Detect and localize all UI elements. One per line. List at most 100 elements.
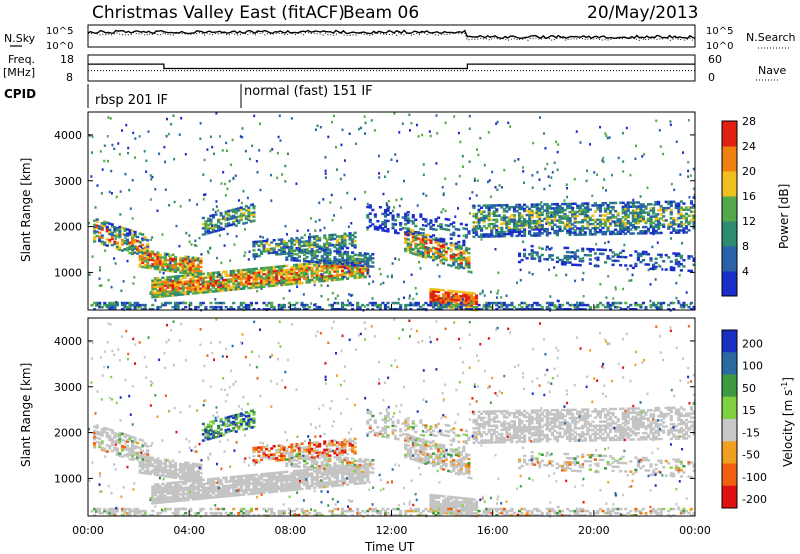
power-speckle (582, 257, 585, 260)
power-cell (302, 275, 307, 278)
power-cell (173, 256, 178, 259)
power-cell (553, 213, 557, 216)
power-cell (348, 264, 352, 268)
power-cell (270, 249, 274, 253)
power-cell (186, 257, 190, 261)
velocity-cell (161, 474, 165, 478)
power-speckle (202, 281, 205, 285)
velocity-cell (181, 467, 185, 470)
power-cell (335, 258, 339, 261)
power-cell (406, 246, 410, 249)
power-cell (280, 265, 284, 268)
power-cell (323, 277, 327, 280)
power-cell (411, 214, 415, 217)
power-speckle (425, 194, 428, 197)
power-cell (437, 239, 441, 242)
power-speckle (443, 248, 446, 252)
power-cell (548, 303, 552, 307)
power-cell (315, 305, 319, 309)
power-cell (113, 301, 117, 305)
power-cell (335, 235, 339, 238)
power-cell (634, 211, 638, 215)
power-speckle (90, 151, 93, 154)
power-cell (533, 205, 537, 208)
power-cell (485, 227, 489, 230)
power-cell (573, 221, 577, 224)
power-cell (431, 223, 436, 227)
power-cell (252, 205, 256, 208)
power-speckle (348, 293, 351, 296)
power-cell (300, 263, 304, 266)
power-cell (467, 232, 471, 235)
power-cell (209, 231, 213, 234)
power-cell (626, 222, 630, 225)
power-cell (275, 280, 279, 283)
power-cell (464, 251, 468, 254)
power-cell (196, 279, 200, 282)
velocity-cell (173, 491, 178, 495)
power-cell (563, 208, 567, 212)
power-cell (93, 231, 97, 235)
power-speckle (117, 142, 120, 145)
power-cell (662, 301, 666, 305)
power-cell (588, 208, 592, 211)
power-cell (272, 276, 276, 279)
power-cell (636, 201, 640, 204)
power-cell (163, 262, 168, 266)
power-cell (480, 235, 484, 238)
power-cell (179, 258, 183, 262)
velocity-cell (171, 459, 175, 463)
power-cell (631, 203, 635, 206)
power-cell (335, 272, 339, 275)
velocity-cell (249, 490, 253, 494)
power-cell (287, 280, 291, 284)
power-speckle (217, 227, 220, 231)
noise-panel-frame (87, 24, 696, 48)
power-cell (277, 265, 281, 268)
power-cell (652, 229, 656, 233)
power-speckle (528, 304, 531, 307)
velocity-cell (237, 483, 241, 486)
power-cell (254, 279, 259, 283)
power-cell (249, 301, 253, 305)
power-cell (249, 286, 253, 290)
power-cell (426, 248, 431, 252)
power-cell (242, 211, 246, 215)
power-cell (563, 202, 567, 206)
velocity-cell (143, 472, 147, 475)
power-cell (206, 227, 210, 231)
power-cell (163, 280, 168, 283)
power-cell (482, 225, 486, 228)
power-cell (414, 303, 418, 307)
power-speckle (489, 195, 492, 198)
power-cell (679, 208, 683, 212)
velocity-cell (105, 435, 109, 439)
power-cell (530, 226, 534, 229)
velocity-cell (277, 487, 281, 491)
power-speckle (309, 217, 312, 220)
power-cell (194, 265, 198, 268)
power-cell (138, 232, 142, 235)
noise-tick-left-low: 10^0 (46, 41, 73, 52)
power-cell (437, 290, 441, 294)
power-cell (500, 303, 504, 307)
velocity-cell (146, 463, 150, 467)
velocity-cell (173, 466, 178, 469)
velocity-cell (146, 470, 150, 473)
power-speckle (417, 135, 420, 138)
power-cell (477, 227, 481, 230)
velocity-cell (115, 441, 119, 444)
velocity-cell (168, 492, 173, 495)
power-cell (330, 274, 334, 278)
power-cell (439, 227, 443, 230)
velocity-cell (244, 474, 248, 478)
power-cell (272, 272, 276, 275)
power-cell (105, 244, 109, 247)
power-cell (603, 222, 608, 226)
power-cell (227, 209, 231, 213)
power-cell (196, 257, 200, 260)
velocity-cell (280, 487, 284, 491)
velocity-cell (161, 501, 165, 504)
velocity-cell (275, 475, 279, 479)
power-cell (318, 280, 322, 283)
